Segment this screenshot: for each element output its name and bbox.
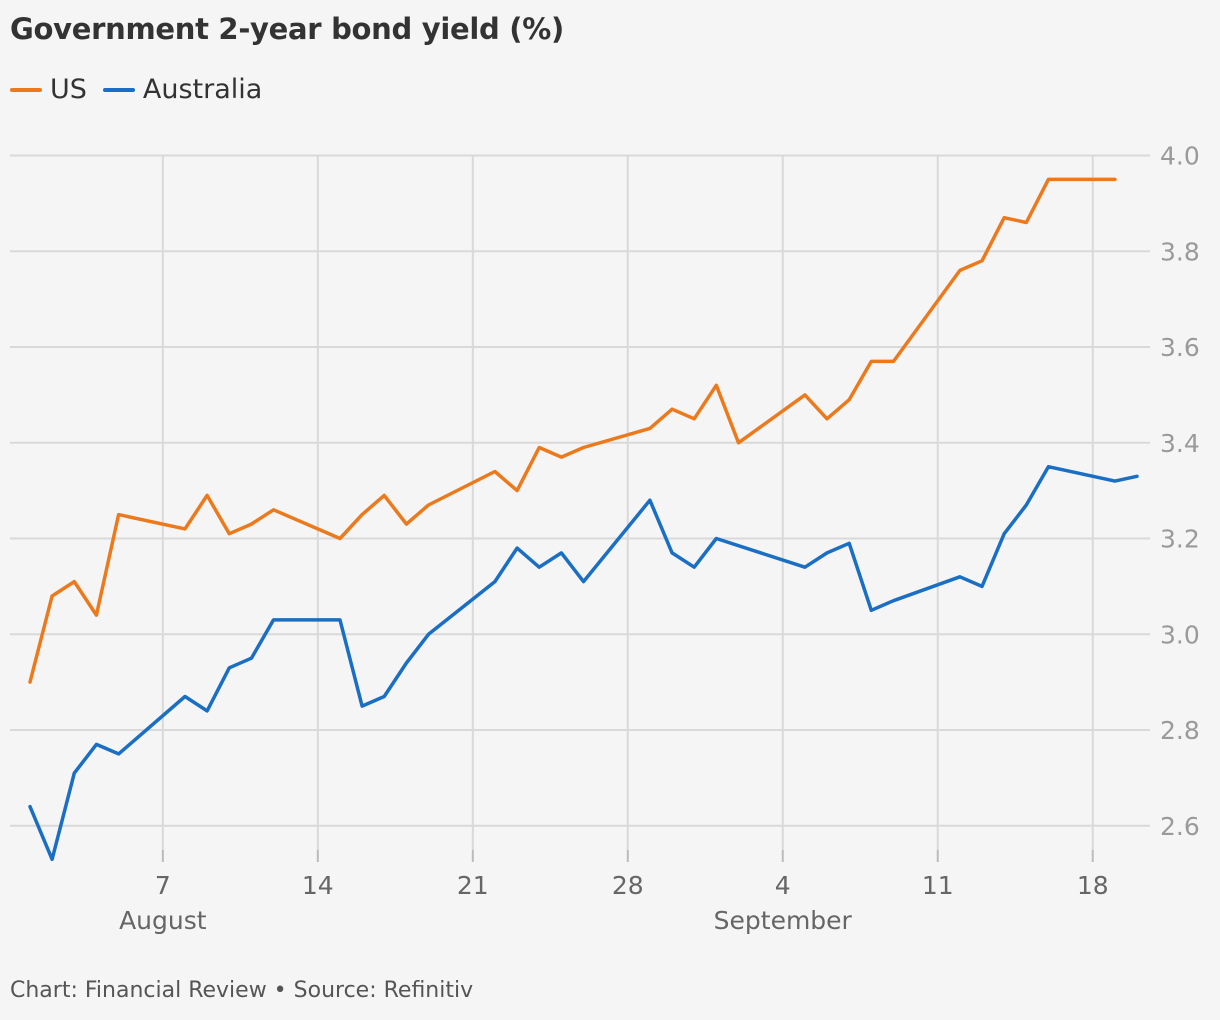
x-tick-label: 11 xyxy=(922,871,954,900)
y-tick-label: 4.0 xyxy=(1160,142,1200,171)
y-tick-label: 3.0 xyxy=(1160,620,1200,649)
y-axis-ticks: 4.0 3.8 3.6 3.4 3.2 3.0 2.8 2.6 xyxy=(1160,142,1200,841)
x-month-label: August xyxy=(119,906,207,935)
y-tick-label: 2.8 xyxy=(1160,716,1200,745)
series-line-us xyxy=(28,177,1117,684)
legend: US Australia xyxy=(10,74,262,105)
source-footer: Chart: Financial Review • Source: Refini… xyxy=(10,978,474,1003)
y-tick-label: 2.6 xyxy=(1160,812,1200,841)
legend-label-us: US xyxy=(50,74,87,105)
y-tick-label: 3.6 xyxy=(1160,333,1200,362)
x-tick-label: 28 xyxy=(612,871,644,900)
series-line-australia xyxy=(28,464,1139,862)
legend-label-australia: Australia xyxy=(142,74,263,105)
x-tick-label: 18 xyxy=(1077,871,1109,900)
x-axis-ticks: 7 14 21 28 4 11 18 August September xyxy=(119,850,1109,935)
x-tick-label: 14 xyxy=(302,871,334,900)
legend-item-us: US xyxy=(10,74,87,105)
chart-title: Government 2-year bond yield (%) xyxy=(10,12,564,46)
legend-swatch-us xyxy=(10,87,42,92)
grid xyxy=(10,154,1150,850)
legend-swatch-australia xyxy=(102,87,135,92)
y-tick-label: 3.2 xyxy=(1160,525,1200,554)
x-tick-label: 21 xyxy=(457,871,489,900)
x-month-label: September xyxy=(714,906,853,935)
y-tick-label: 3.4 xyxy=(1160,429,1200,458)
y-tick-label: 3.8 xyxy=(1160,237,1200,266)
x-tick-label: 7 xyxy=(155,871,171,900)
series-lines xyxy=(28,177,1139,862)
legend-item-australia: Australia xyxy=(102,74,263,105)
x-tick-label: 4 xyxy=(775,871,791,900)
